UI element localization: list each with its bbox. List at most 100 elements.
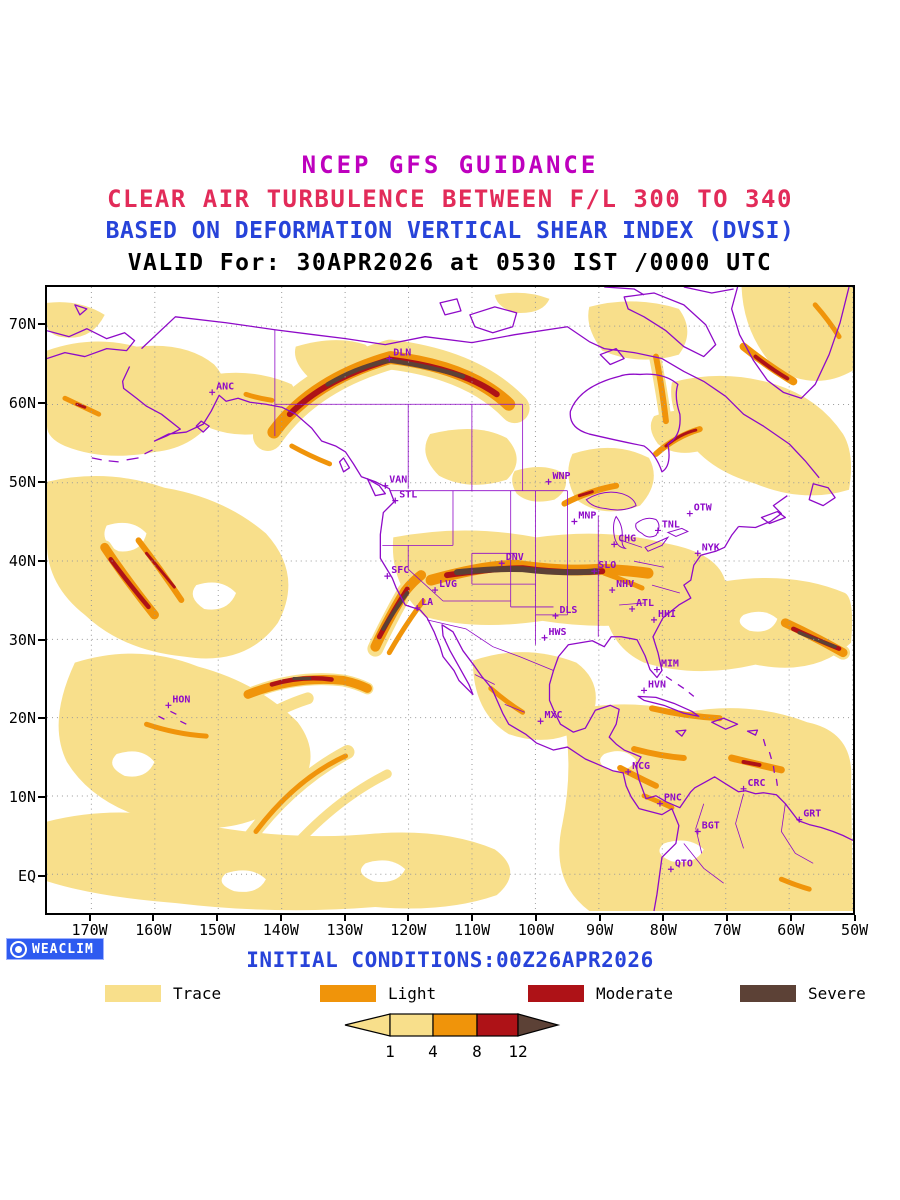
city-label: GRT	[803, 809, 821, 820]
lon-label: 100W	[517, 921, 554, 939]
city-marker	[667, 866, 674, 873]
lat-tick	[38, 717, 45, 720]
city-marker	[384, 573, 391, 580]
city-label: MXC	[545, 710, 563, 721]
city-label: CHG	[618, 533, 636, 544]
city-marker	[541, 634, 548, 641]
city-marker	[625, 768, 632, 775]
city-marker	[651, 616, 657, 623]
city-marker	[653, 666, 660, 673]
city-marker	[432, 587, 439, 594]
city-label: WNP	[552, 471, 570, 482]
city-marker	[498, 560, 505, 567]
lat-tick	[38, 875, 45, 877]
city-label: PNC	[664, 793, 682, 804]
city-label: SFC	[391, 565, 409, 576]
city-marker	[414, 604, 421, 611]
city-label: SLO	[598, 560, 616, 571]
city-label: NHV	[616, 579, 634, 590]
lon-label: 70W	[713, 921, 741, 939]
city-label: HHI	[658, 609, 676, 620]
city-label: BGT	[702, 821, 720, 832]
turbulence-map: ANCDLNVANSTLWNPMNPCHGOTWTNLNYKSFCDNVSLON…	[47, 287, 853, 913]
legend-swatch	[528, 985, 584, 1002]
city-marker	[537, 718, 544, 725]
lon-tick	[343, 915, 346, 921]
legend-item-light: Light	[320, 984, 436, 1003]
scale-tick-label: 12	[508, 1042, 528, 1061]
city-label: MNP	[578, 511, 596, 522]
lon-tick	[216, 915, 219, 921]
legend-label: Light	[388, 984, 437, 1003]
title-valid-time: VALID For: 30APR2026 at 0530 IST /0000 U…	[127, 250, 773, 276]
city-marker	[209, 389, 216, 396]
map-frame: ANC DLN VAN STL WNP MNP CHG OTW TNL NYK SFC DNV SLO N…	[45, 285, 855, 915]
city-marker	[611, 541, 618, 548]
scale-tick-label: 1	[385, 1042, 395, 1061]
city-marker	[392, 497, 399, 504]
weaclim-logo: WEACLIM	[6, 938, 104, 960]
city-label: DNV	[506, 552, 524, 563]
legend-swatch	[105, 985, 161, 1002]
lon-tick	[407, 915, 410, 921]
lon-label: 110W	[454, 921, 491, 939]
city-marker	[545, 478, 552, 485]
city-label: TNL	[662, 519, 680, 530]
city-label: OTW	[694, 503, 712, 514]
lat-label: 30N	[8, 630, 36, 649]
turbulence-legend: Trace Light Moderate Severe	[0, 984, 900, 1006]
color-scale-arrow	[344, 1013, 561, 1037]
color-scale-bar: 1 4 8 12	[340, 1010, 565, 1068]
lon-tick	[598, 915, 601, 921]
city-label: CRC	[748, 778, 766, 789]
legend-item-moderate: Moderate	[528, 984, 673, 1003]
city-label: STL	[399, 490, 417, 501]
weaclim-circle-icon	[10, 940, 27, 958]
lat-label: 50N	[8, 473, 36, 491]
lon-label: 80W	[649, 921, 677, 939]
city-marker	[740, 785, 747, 792]
legend-item-trace: Trace	[105, 984, 221, 1003]
lon-label: 90W	[586, 921, 614, 939]
initial-conditions-text: INITIAL CONDITIONS:00Z26APR2026	[246, 948, 654, 972]
lon-tick	[662, 915, 665, 921]
city-marker	[386, 355, 393, 362]
lat-label: EQ	[17, 867, 36, 885]
lat-tick	[38, 796, 45, 799]
lon-label: 140W	[262, 921, 299, 939]
lat-tick	[38, 559, 45, 562]
turbulence-trace-areas	[47, 287, 853, 912]
weaclim-logo-text: WEACLIM	[32, 941, 94, 957]
lon-tick	[853, 915, 856, 921]
city-marker	[571, 518, 578, 525]
city-label: NYK	[702, 542, 720, 553]
title-method: BASED ON DEFORMATION VERTICAL SHEAR INDE…	[105, 218, 795, 244]
lon-tick	[789, 915, 792, 921]
city-label: MIM	[661, 659, 679, 670]
legend-label: Trace	[173, 984, 222, 1003]
city-label: VAN	[389, 475, 407, 486]
city-label: HWS	[549, 627, 567, 638]
scale-tick-label: 8	[472, 1042, 482, 1061]
city-marker	[641, 687, 648, 694]
title-product: CLEAR AIR TURBULENCE BETWEEN F/L 300 TO …	[107, 185, 793, 213]
lat-label: 10N	[8, 788, 36, 807]
political-borders	[274, 329, 814, 884]
lon-tick	[88, 915, 91, 921]
city-label: QTO	[675, 858, 693, 869]
city-marker	[165, 702, 172, 709]
city-label: DLS	[559, 605, 577, 616]
city-marker	[552, 612, 559, 619]
city-marker	[654, 527, 661, 534]
legend-label: Moderate	[596, 984, 674, 1003]
lat-tick	[38, 323, 45, 326]
city-label: HVN	[648, 679, 666, 690]
lat-label: 20N	[8, 709, 36, 728]
title-model: NCEP GFS GUIDANCE	[301, 151, 599, 179]
city-marker	[382, 482, 389, 489]
legend-swatch	[740, 985, 796, 1002]
lon-label: 170W	[71, 921, 108, 939]
city-label: ATL	[636, 598, 654, 609]
city-marker	[796, 816, 803, 823]
city-marker	[694, 550, 701, 557]
